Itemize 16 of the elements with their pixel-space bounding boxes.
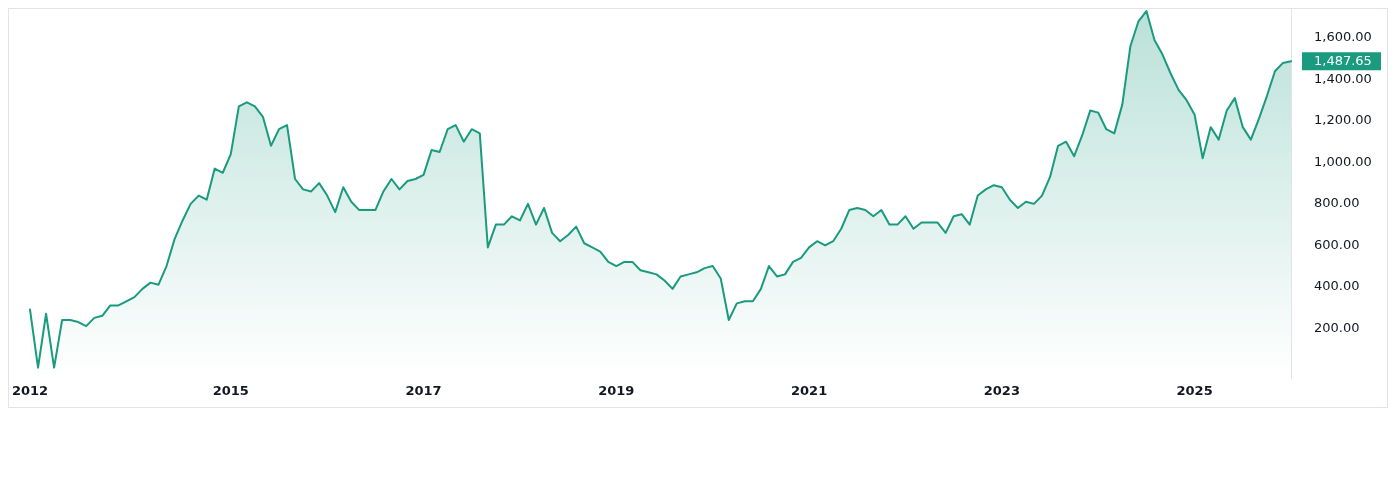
x-tick-label: 2015 [212,383,249,399]
y-tick-label: 200.00 [1314,319,1360,335]
x-tick-label: 2019 [598,383,635,399]
y-tick-label: 1,400.00 [1314,70,1372,86]
x-tick-label: 2021 [791,383,828,399]
y-tick-label: 1,000.00 [1314,153,1372,169]
y-tick-label: 1,600.00 [1314,29,1372,45]
x-tick-label: 2012 [11,383,49,399]
y-tick-label: 400.00 [1314,278,1360,294]
y-tick-label: 600.00 [1314,236,1360,252]
x-tick-label: 2023 [983,383,1020,399]
y-tick-label: 1,200.00 [1314,112,1372,128]
y-tick-label: 800.00 [1314,195,1360,211]
x-tick-label: 2025 [1176,383,1213,399]
text: 1,487.65 [1314,53,1372,69]
x-tick-label: 2017 [405,383,442,399]
